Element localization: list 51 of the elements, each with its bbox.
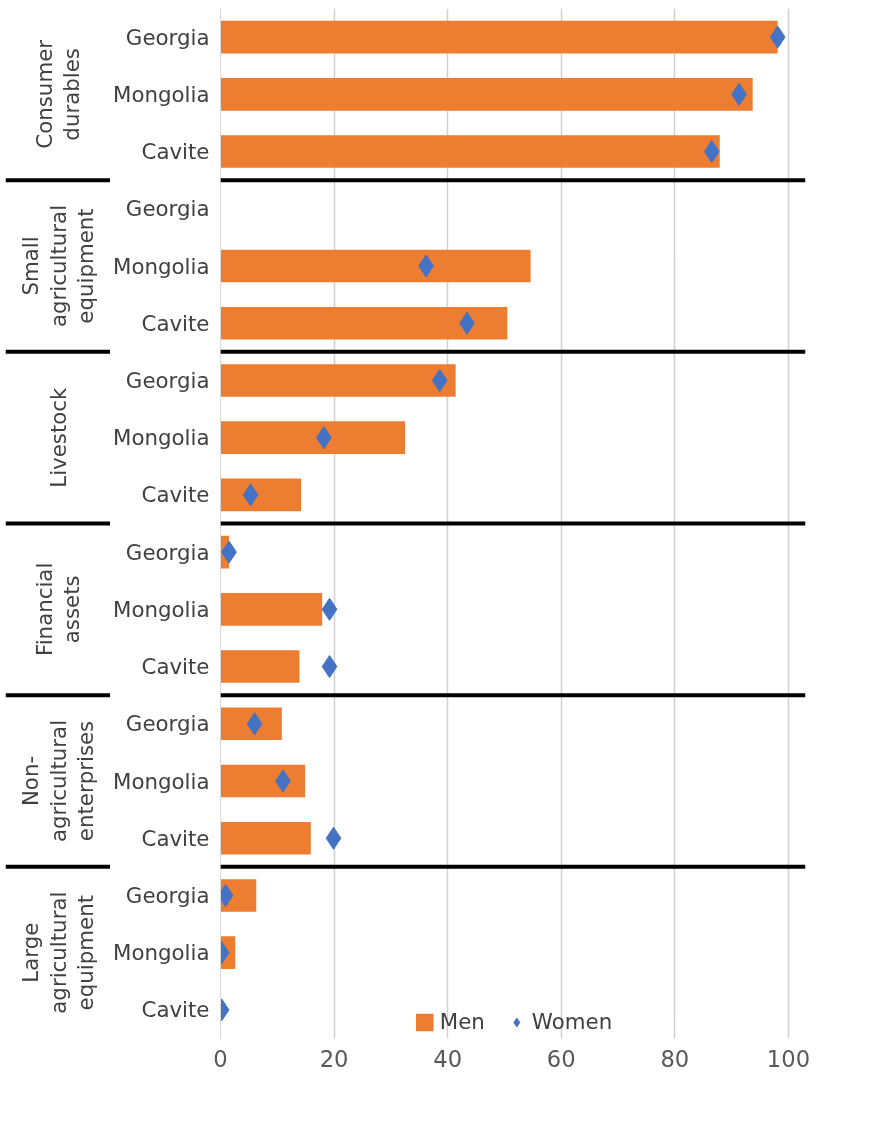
bar: [220, 135, 720, 168]
point: [321, 597, 338, 621]
text: Small agricultural equipment: [18, 204, 98, 328]
bar: [220, 650, 300, 683]
y-tick-label: Mongolia: [113, 425, 210, 451]
text: Livestock: [45, 386, 71, 488]
bar: [220, 78, 753, 111]
point: [703, 140, 720, 164]
y-tick-label: Georgia: [125, 367, 210, 393]
y-tick-label: Mongolia: [113, 253, 210, 279]
legend-label: Men: [439, 1009, 485, 1034]
bar: [220, 707, 282, 741]
y-tick-label: Mongolia: [113, 940, 210, 966]
y-tick-label: Cavite: [141, 654, 210, 680]
point: [431, 368, 448, 392]
bar: [220, 821, 311, 855]
text: Large agricultural equipment: [18, 891, 98, 1014]
bar: [220, 421, 406, 454]
y-tick-label: Cavite: [141, 310, 210, 336]
y-tick-label: Georgia: [125, 882, 210, 908]
text: Non-agricultural enterprises: [18, 719, 98, 843]
bar: [220, 249, 531, 283]
legend-label: Women: [531, 1009, 613, 1034]
y-tick-label: Cavite: [141, 825, 210, 851]
point: [321, 655, 338, 679]
y-tick-label: Mongolia: [113, 596, 210, 622]
y-tick-label: Georgia: [125, 196, 210, 222]
bar: [220, 478, 302, 512]
x-tick-label: 40: [433, 1045, 463, 1072]
point: [325, 826, 342, 850]
y-tick-label: Georgia: [125, 711, 210, 737]
bar: [220, 593, 323, 626]
x-tick-label: 20: [319, 1045, 349, 1072]
x-tick-label: 0: [213, 1045, 228, 1072]
bar: [220, 20, 778, 54]
point: [769, 25, 786, 49]
x-tick-label: 60: [546, 1045, 576, 1072]
x-tick-label: 100: [766, 1045, 811, 1072]
y-tick-label: Cavite: [141, 997, 210, 1023]
y-tick-label: Mongolia: [113, 81, 210, 107]
x-tick-label: 80: [660, 1045, 690, 1072]
text: Financial assets: [31, 562, 85, 657]
y-tick-label: Georgia: [125, 539, 210, 565]
y-tick-label: Cavite: [141, 482, 210, 508]
y-tick-label: Mongolia: [113, 768, 210, 794]
bar: [220, 764, 306, 798]
y-tick-label: Cavite: [141, 139, 210, 165]
bar: [220, 364, 456, 397]
y-tick-label: Georgia: [125, 24, 210, 50]
text: Consumer durables: [31, 39, 85, 149]
bar: [220, 306, 508, 340]
